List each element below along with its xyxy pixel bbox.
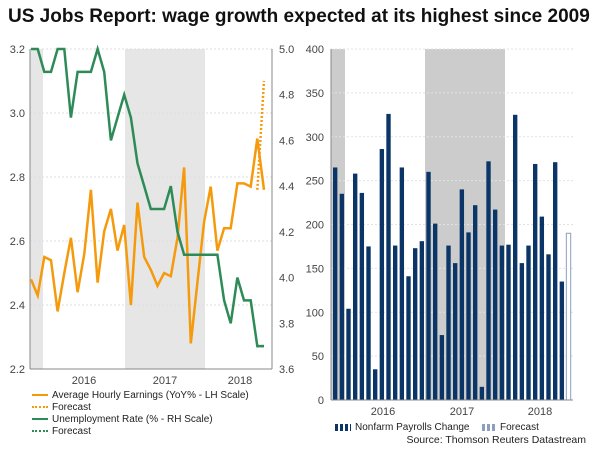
bar (393, 245, 398, 400)
legend-label: Average Hourly Earnings (YoY% - LH Scale… (52, 390, 249, 401)
y-tick: 400 (306, 44, 324, 56)
y-tick: 300 (306, 132, 324, 144)
chart-title: US Jobs Report: wage growth expected at … (8, 6, 590, 27)
y-tick: 0 (318, 395, 324, 407)
x-tick-label: 2016 (72, 375, 96, 387)
series-line (31, 44, 264, 348)
bar (499, 245, 505, 400)
bar (519, 263, 525, 400)
bar (386, 113, 391, 400)
shaded-period (30, 49, 43, 369)
bar (353, 173, 358, 400)
bar (439, 335, 445, 400)
y-tick-right: 3.8 (279, 318, 294, 330)
y-tick-right: 3.6 (279, 364, 294, 376)
legend-label: Unemployment Rate (% - RH Scale) (52, 414, 213, 425)
source-note: Source: Thomson Reuters Datastream (406, 434, 586, 446)
y-tick-right: 4.0 (279, 273, 294, 285)
y-tick-left: 2.4 (10, 300, 25, 312)
bar (413, 248, 418, 400)
x-tick-label: 2017 (153, 375, 177, 387)
y-tick: 150 (306, 263, 324, 275)
forecast-bar (565, 232, 572, 401)
y-tick: 50 (312, 351, 324, 363)
bar (339, 193, 345, 400)
legend-payrolls-forecast: Forecast (482, 422, 539, 433)
bar (359, 192, 365, 400)
bar (419, 241, 425, 400)
bar (373, 369, 378, 400)
bar (426, 171, 431, 400)
y-tick-left: 2.8 (10, 172, 25, 184)
bar (466, 232, 471, 400)
bar (446, 245, 451, 400)
bar (513, 114, 518, 400)
legend-unemp-forecast: Forecast (32, 426, 91, 437)
y-tick-left: 2.2 (10, 364, 25, 376)
bar (453, 263, 458, 400)
legend-ahe: Average Hourly Earnings (YoY% - LH Scale… (32, 390, 249, 401)
bar (553, 162, 558, 400)
bar (479, 386, 485, 400)
y-tick: 350 (306, 88, 324, 100)
bar (473, 205, 478, 400)
bar (399, 167, 405, 400)
bar (433, 223, 438, 400)
bar (346, 308, 351, 400)
bar (366, 246, 371, 400)
y-tick-left: 2.6 (10, 236, 25, 248)
y-tick: 250 (306, 176, 324, 188)
x-tick-label: 2018 (528, 406, 552, 418)
y-tick-left: 3.2 (10, 44, 25, 56)
y-tick: 200 (306, 220, 324, 232)
bar (459, 189, 465, 400)
legend-label: Nonfarm Payrolls Change (355, 422, 470, 433)
legend-unemp: Unemployment Rate (% - RH Scale) (32, 414, 213, 425)
y-tick: 100 (306, 307, 324, 319)
x-tick-label: 2017 (450, 406, 474, 418)
series-line (29, 138, 266, 344)
y-tick-left: 3.0 (10, 108, 25, 120)
bar (546, 254, 551, 400)
bar (506, 244, 511, 400)
bar (406, 276, 411, 400)
bar (526, 245, 531, 400)
y-tick-right: 4.6 (279, 135, 294, 147)
legend-ahe-forecast: Forecast (32, 402, 91, 413)
legend-label: Forecast (52, 426, 91, 437)
y-tick-right: 4.8 (279, 90, 294, 102)
bar (559, 281, 565, 400)
legend-label: Forecast (500, 422, 539, 433)
bar (533, 163, 538, 400)
x-tick-label: 2018 (228, 375, 252, 387)
bar (493, 209, 498, 400)
bar (333, 167, 338, 400)
bar (379, 149, 385, 400)
x-tick-label: 2016 (371, 406, 395, 418)
legend-label: Forecast (52, 402, 91, 413)
y-tick-right: 4.2 (279, 227, 294, 239)
y-tick-right: 5.0 (279, 44, 294, 56)
y-tick-right: 4.4 (279, 181, 294, 193)
legend-payrolls: Nonfarm Payrolls Change (335, 422, 470, 433)
bar (486, 161, 491, 400)
bar (539, 216, 545, 400)
